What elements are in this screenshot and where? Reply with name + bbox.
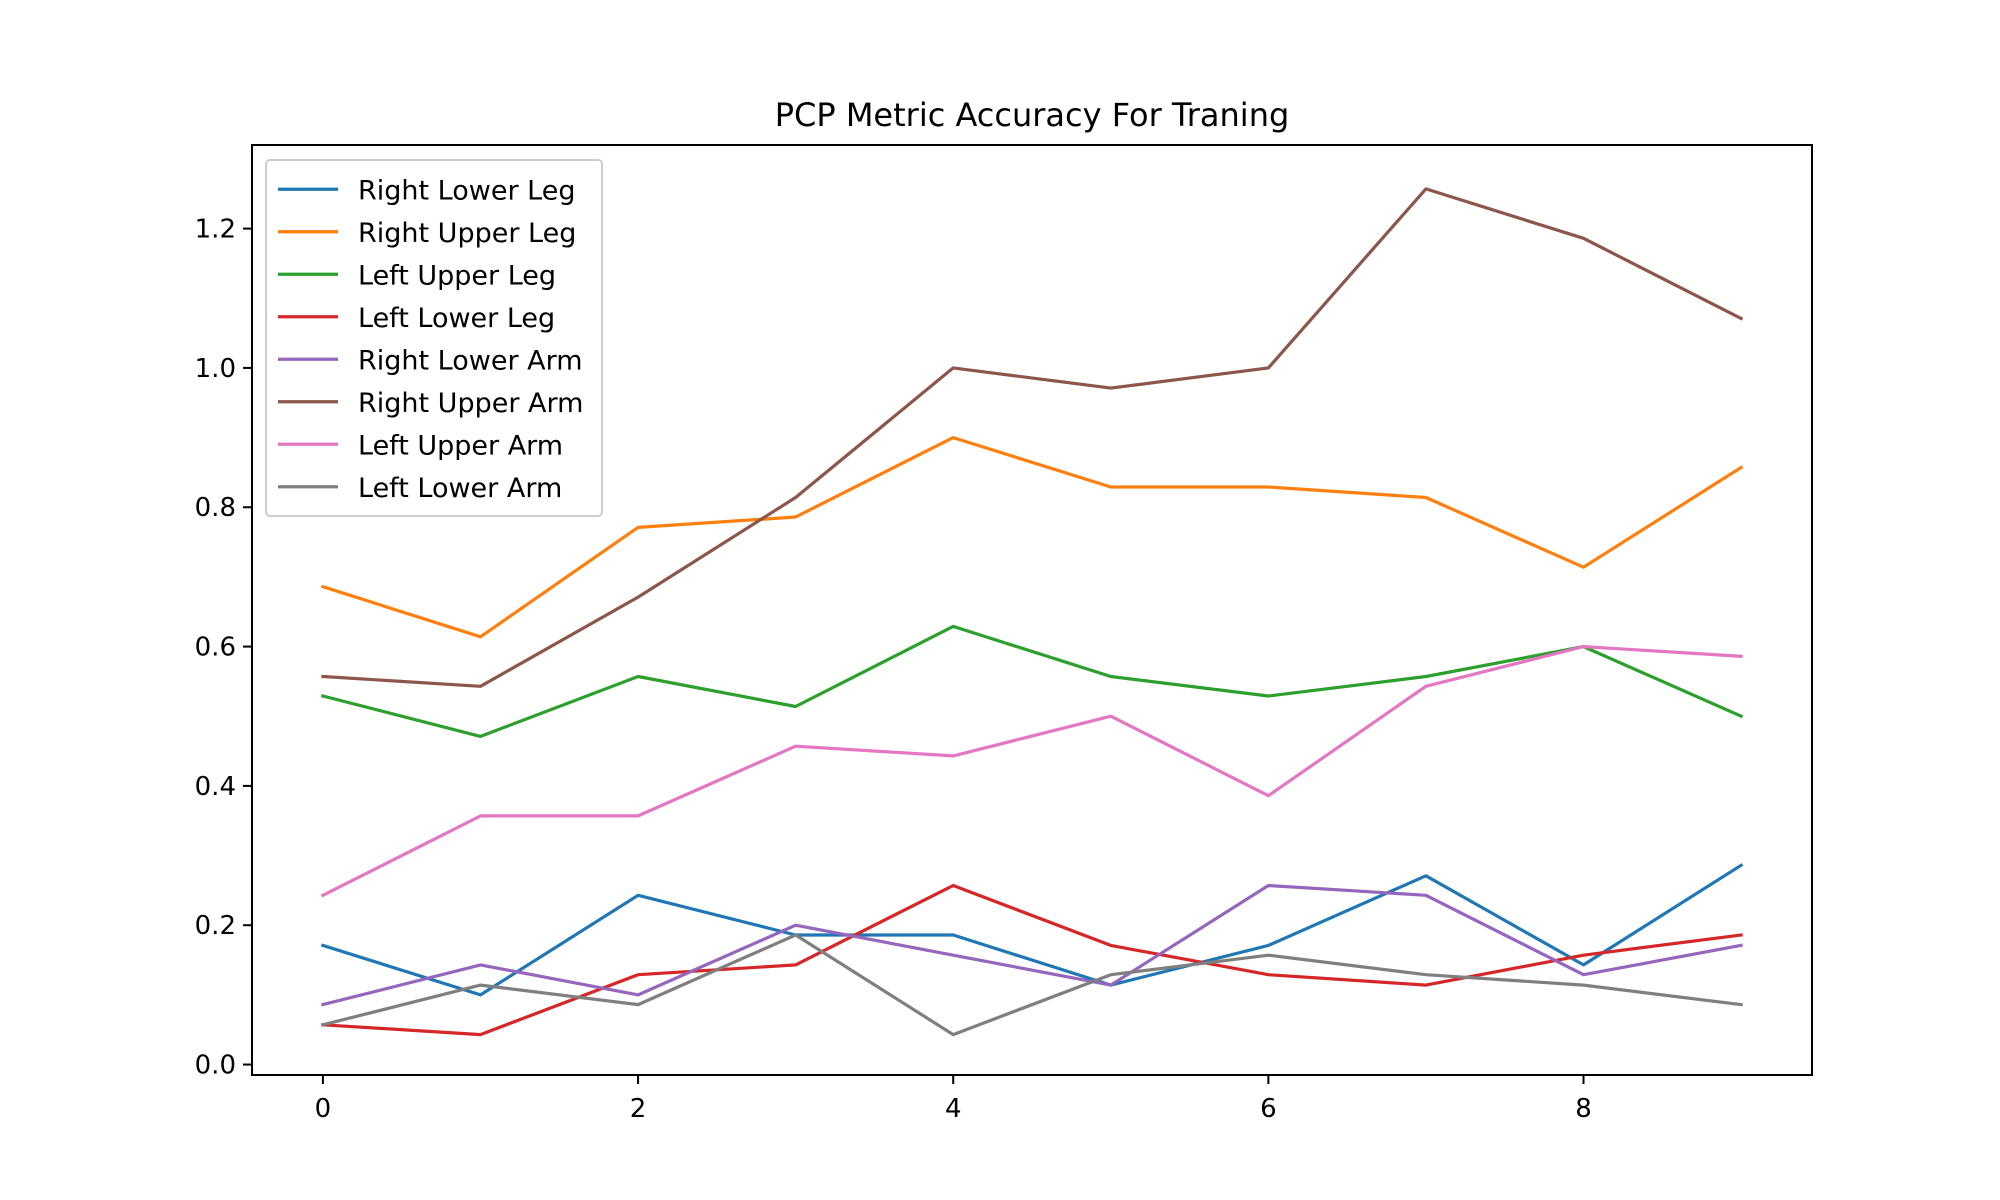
series-line-left-lower-arm [320,933,1743,1037]
series-line-right-upper-leg [320,436,1744,639]
legend-label-right-upper-arm: Right Upper Arm [358,388,583,419]
y-tick-label: 0.4 [195,772,236,802]
y-tick-label: 0.8 [195,493,236,523]
chart-title: PCP Metric Accuracy For Traning [775,96,1290,134]
legend-label-right-upper-leg: Right Upper Leg [358,218,576,249]
axes-layer: 0 2 4 6 8 0.0 0.2 0.4 0.6 0.8 1.0 1.2 [195,144,1813,1124]
series-line-left-upper-leg [320,624,1744,739]
series-line-right-upper-arm [321,187,1744,688]
x-tick-label: 4 [945,1094,962,1124]
legend-label-right-lower-leg: Right Lower Leg [358,175,575,206]
legend-label-left-lower-arm: Left Lower Arm [358,473,562,504]
legend-box [265,159,603,517]
x-tick-label: 8 [1575,1094,1592,1124]
y-tick-label: 1.0 [195,354,236,384]
legend-label-right-lower-arm: Right Lower Arm [358,345,583,376]
y-tick-label: 0.2 [195,911,236,941]
x-tick-label: 6 [1260,1094,1277,1124]
y-tick-label: 0.6 [195,633,236,663]
y-tick-label: 1.2 [195,215,236,245]
series-line-left-lower-leg [321,883,1743,1037]
series-line-left-upper-arm [320,644,1743,898]
legend-label-left-upper-leg: Left Upper Leg [358,260,556,291]
legend: Right Lower Leg Right Upper Leg Left Upper… [265,159,603,517]
x-tick-label: 2 [630,1094,647,1124]
legend-label-left-upper-arm: Left Upper Arm [358,430,563,461]
legend-label-left-lower-leg: Left Lower Leg [358,303,555,334]
series-line-right-lower-leg [320,863,1744,997]
plot-frame [251,144,1813,1076]
series-line-right-lower-arm [320,883,1743,1007]
x-tick-label: 0 [315,1094,332,1124]
series-layer [320,187,1744,1037]
y-tick-label: 0.0 [195,1051,236,1081]
